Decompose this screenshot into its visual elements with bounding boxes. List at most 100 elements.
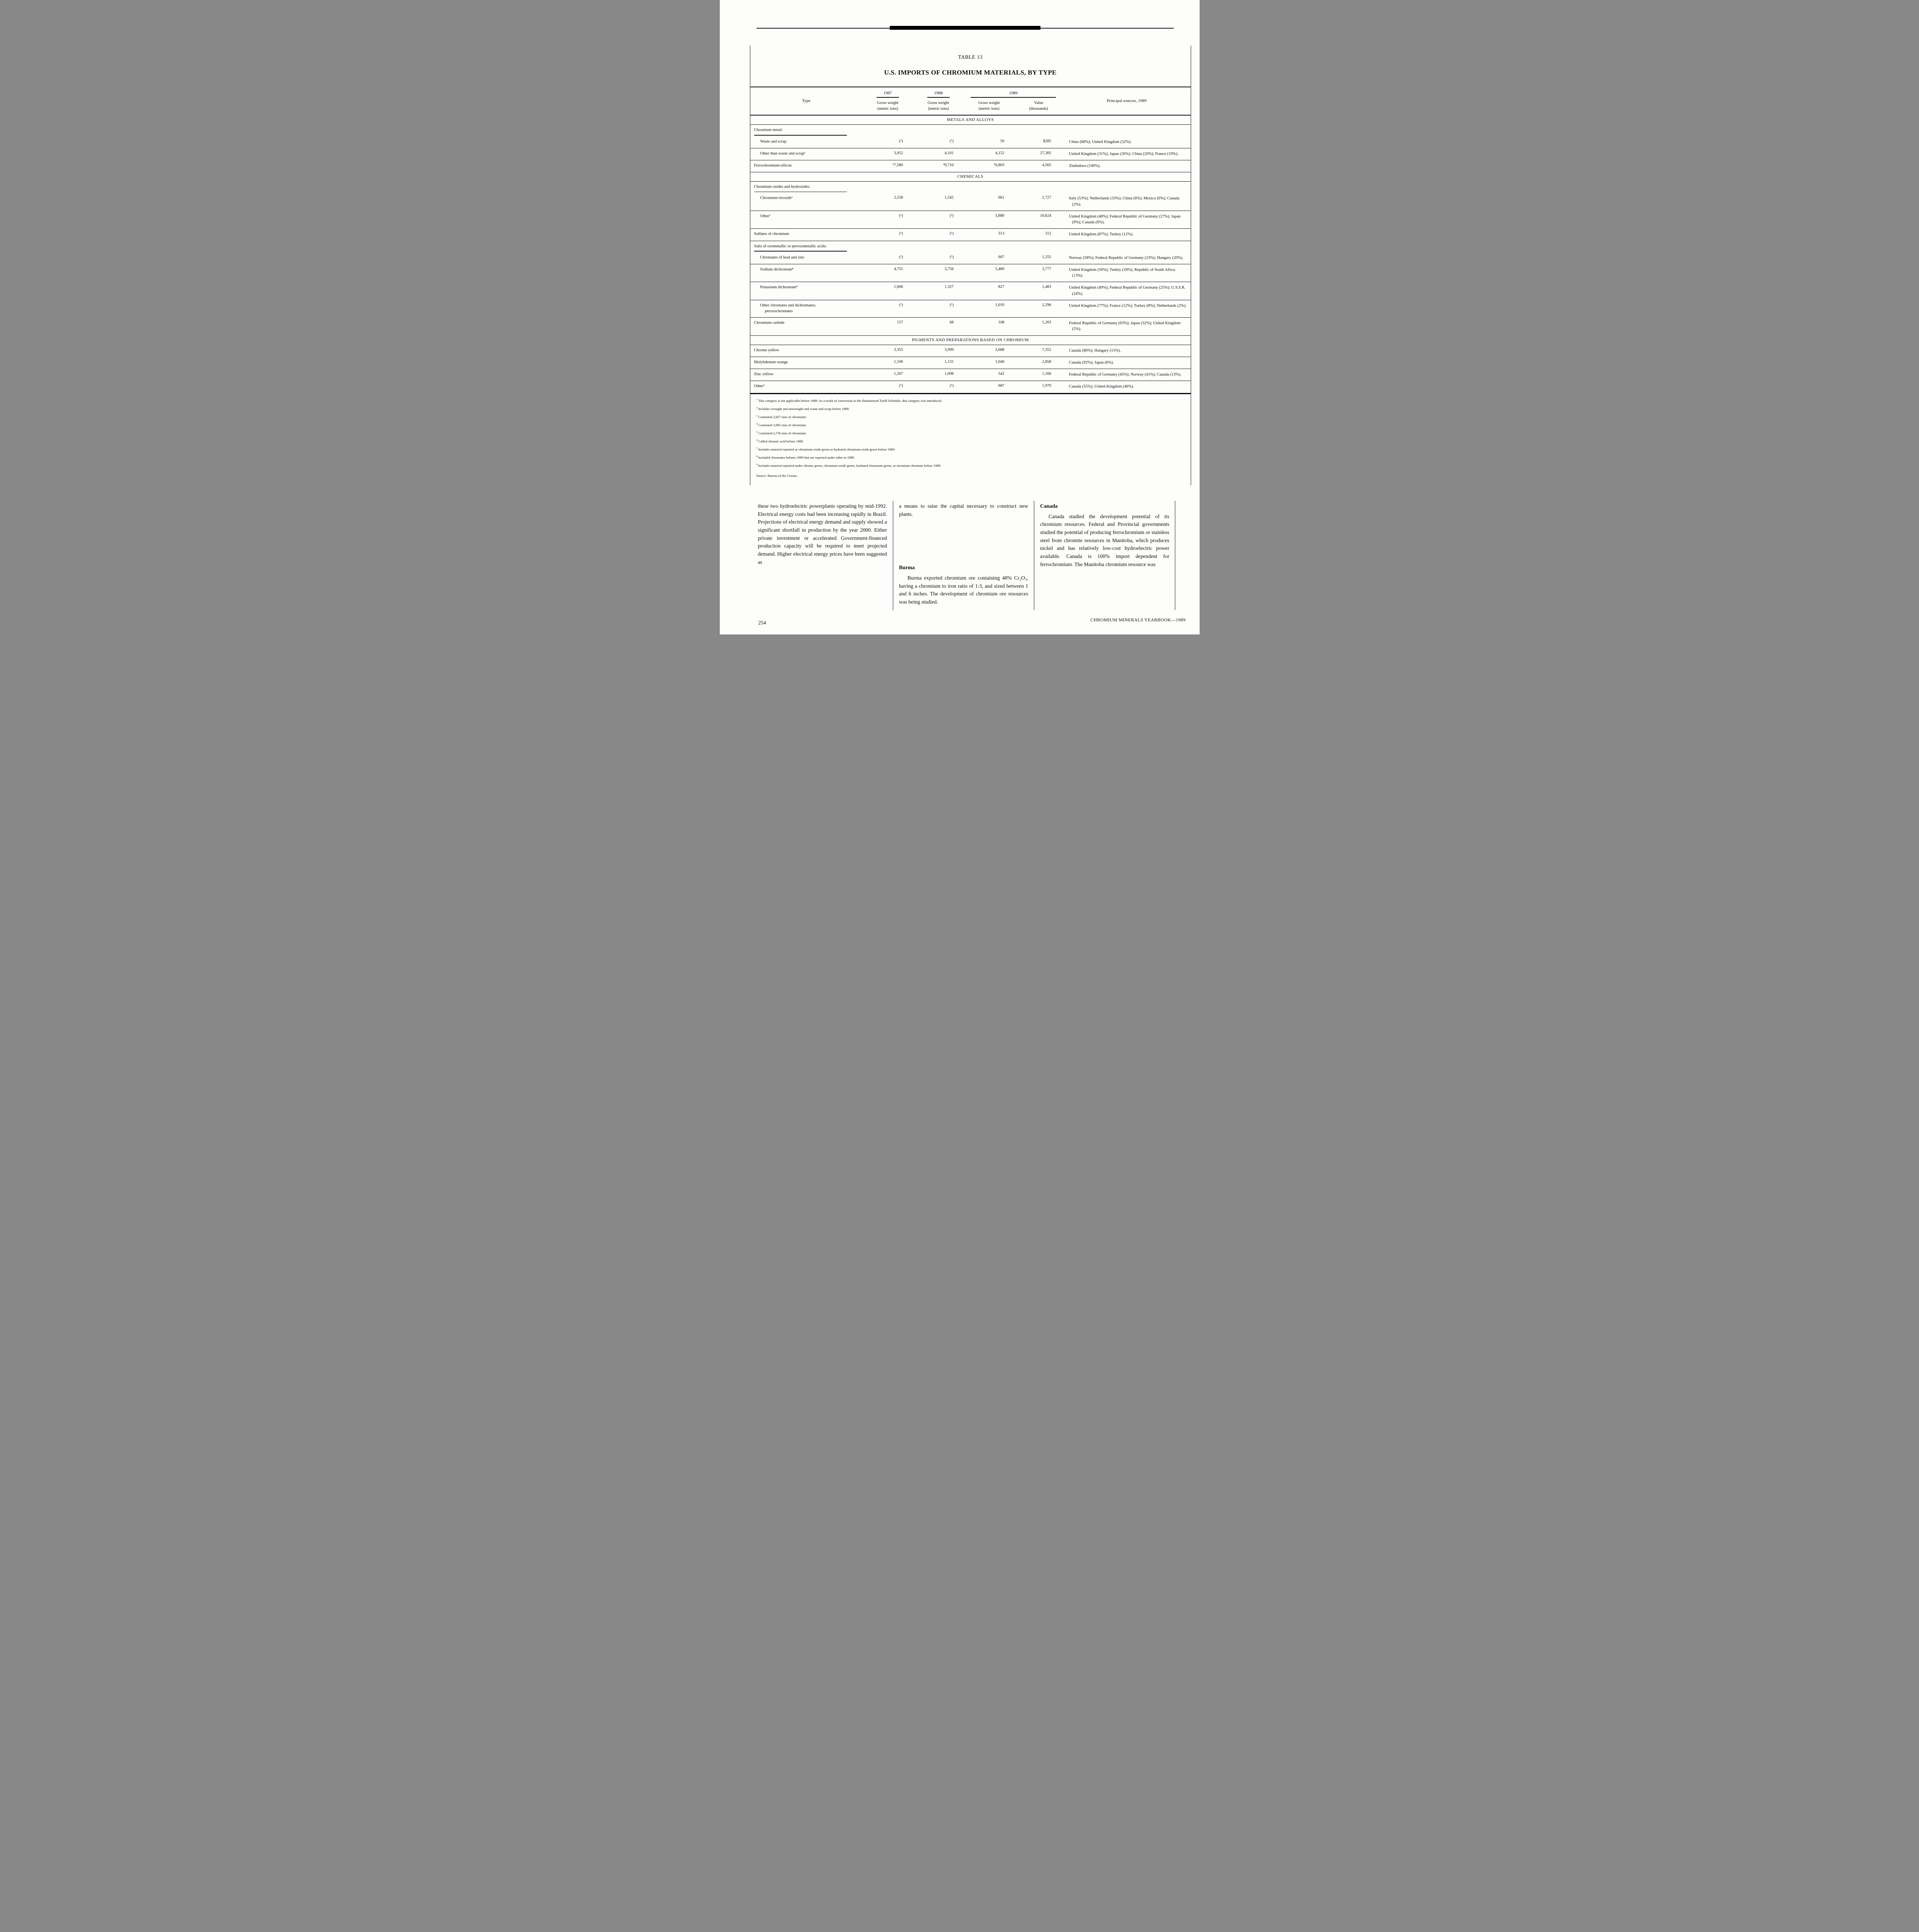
table-row: Chromates of lead and zinc (¹) (¹) 607 1… [750,252,1191,264]
cell-sources: Zimbabwe (100%). [1069,164,1101,168]
cell-1987: 1,106 [894,359,903,364]
gross-weight-label: Gross weight [877,101,899,105]
footnote-text: Includes material reported as chromium o… [758,447,896,451]
table-row: Waste and scrap (¹) (¹) 50 $285 China (6… [750,136,1191,148]
cell-type: Potassium dichromate⁸ [750,285,863,291]
cell-1988: 1,327 [944,285,954,289]
cell-value: 1,166 [1042,372,1051,376]
cell-1987: 3,952 [894,151,903,155]
cell-type: Other⁹ [750,384,863,389]
cell-1987: (¹) [899,139,903,143]
row-label: Sulfates of chromium [754,232,789,236]
footnote: 3 Contained 2,827 tons of chromium. [756,414,1185,420]
footnote-marker: 6 [756,439,758,442]
cell-type: Chrome yellow [750,348,863,354]
cell-sources: Canada (55%); United Kingdom (46%). [1069,384,1134,389]
cell-1989: 661 [998,196,1005,200]
cell-value: 7,352 [1042,347,1051,352]
year-label: 1988 [934,91,943,95]
footnote-text: Contained 2,827 tons of chromium. [758,415,807,419]
group-underline [754,135,847,136]
cell-1989: 1,010 [995,303,1005,307]
section-heading-metals: METALS AND ALLOYS [750,116,1191,125]
metric-tons-label: (metric tons) [978,107,999,111]
table-row: Sulfates of chromium (¹) (¹) 313 312 Uni… [750,229,1191,241]
cell-type: Chromium metal: [750,128,863,136]
table-row: Sodium dichromate⁸ 4,755 3,756 5,489 3,7… [750,264,1191,282]
cell-1987: (¹) [899,231,903,236]
header-principal-sources: Principal sources, 1989 [1107,99,1147,104]
footnote-marker: 3 [756,414,758,417]
footnote-text: Contained 2,756 tons of chromium. [758,431,807,435]
top-rule [756,26,1174,30]
footnote-text: This category is not applicable before 1… [758,398,942,403]
cell-sources: Canada (92%); Japan (6%). [1069,360,1114,365]
scanned-page: TABLE 13 U.S. IMPORTS OF CHROMIUM MATERI… [719,0,1200,634]
metric-tons-label: (metric tons) [928,107,949,111]
cell-1987: ³7,580 [892,163,903,168]
cell-1988: (¹) [950,384,954,388]
cell-1988: 1,131 [944,359,954,364]
row-label: Zinc yellow [754,372,773,377]
footnote: 8 Included chromates beform 1989 that are… [756,455,1185,461]
page-number: 254 [758,620,766,626]
footnote: 9 Includes material reported under chrome… [756,463,1185,469]
cell-1988: 3,999 [944,347,954,352]
cell-1987: 157 [897,320,903,325]
footnote-text: Called chromic acid before 1989. [758,439,804,443]
cell-1989: 687 [998,384,1005,388]
cell-1987: (¹) [899,384,903,388]
year-underline [927,97,950,98]
cell-1988: 3,756 [944,267,954,271]
cell-sources: United Kingdom (48%); Federal Republic o… [1069,214,1181,225]
cell-value: 1,979 [1042,384,1051,388]
table-frame: TABLE 13 U.S. IMPORTS OF CHROMIUM MATERI… [750,46,1191,486]
table-label: TABLE 13 [958,54,983,60]
row-label: Chromium trioxide⁶ [760,196,793,201]
footnote: 7 Includes material reported as chromium … [756,447,1185,452]
cell-1987: 1,006 [894,285,903,289]
cell-1988: (¹) [950,231,954,236]
cell-type: Ferrochromium-silicon [750,163,863,169]
table-row: Other than waste and scrap² 3,952 4,101 … [750,148,1191,161]
table-row: Other⁷ (¹) (¹) 3,880 10,624 United Kingd… [750,211,1191,229]
footnotes: 1 This category is not applicable before … [750,394,1191,483]
cell-sources: United Kingdom (49%); Federal Republic o… [1069,286,1186,296]
section-heading-chemicals: CHEMICALS [750,172,1191,182]
row-label: Chrome yellow [754,348,779,352]
row-label: Chromates of lead and zinc [760,255,805,260]
footnote: 4 Contained 3,885 tons of chromium. [756,422,1185,428]
cell-sources: United Kingdom (77%); France (12%); Turk… [1069,303,1187,308]
footnote-text: Includes wrought and unwrought and waste… [758,406,850,411]
cell-value: 2,296 [1042,303,1051,307]
cell-1988: (¹) [950,255,954,259]
cell-1988: (¹) [950,213,954,218]
footnote-marker: 7 [756,447,758,450]
cell-value: 312 [1045,231,1051,236]
cell-1989: 542 [998,372,1005,376]
cell-type: Other chromates and dichromates; peroxoc… [750,303,863,314]
cell-1989: 4,152 [995,151,1005,155]
cell-1987: 1,207 [894,372,903,376]
group-underline [754,251,847,252]
header-type: Type [802,99,811,104]
article-heading-canada: Canada [1040,503,1058,509]
value-label: Value [1034,101,1044,105]
row-label: Other than waste and scrap² [760,151,806,156]
cell-value: 1,255 [1042,255,1051,259]
cell-value: 10,624 [1040,213,1051,218]
table-row: Chromium carbide 157 68 108 1,203 Federa… [750,318,1191,336]
cell-sources: China (68%); United Kingdom (32%). [1069,139,1132,144]
gross-weight-label: Gross weight [978,101,1000,105]
cell-value: 2,727 [1042,196,1051,200]
cell-sources: Federal Republic of Germany (45%); Norwa… [1069,372,1181,377]
cell-value: 1,203 [1042,320,1051,325]
article-paragraph: these two hydroelectric powerplants oper… [758,503,887,565]
article-heading-burma: Burma [899,565,915,571]
cell-1989: 50 [1000,139,1005,143]
row-label: Other chromates and dichromates; peroxoc… [760,303,816,313]
table-row: Other⁹ (¹) (¹) 687 1,979 Canada (55%); U… [750,381,1191,394]
cell-1987: 3,355 [894,347,903,352]
cell-value: 2,858 [1042,359,1051,364]
cell-1987: 2,558 [894,196,903,200]
